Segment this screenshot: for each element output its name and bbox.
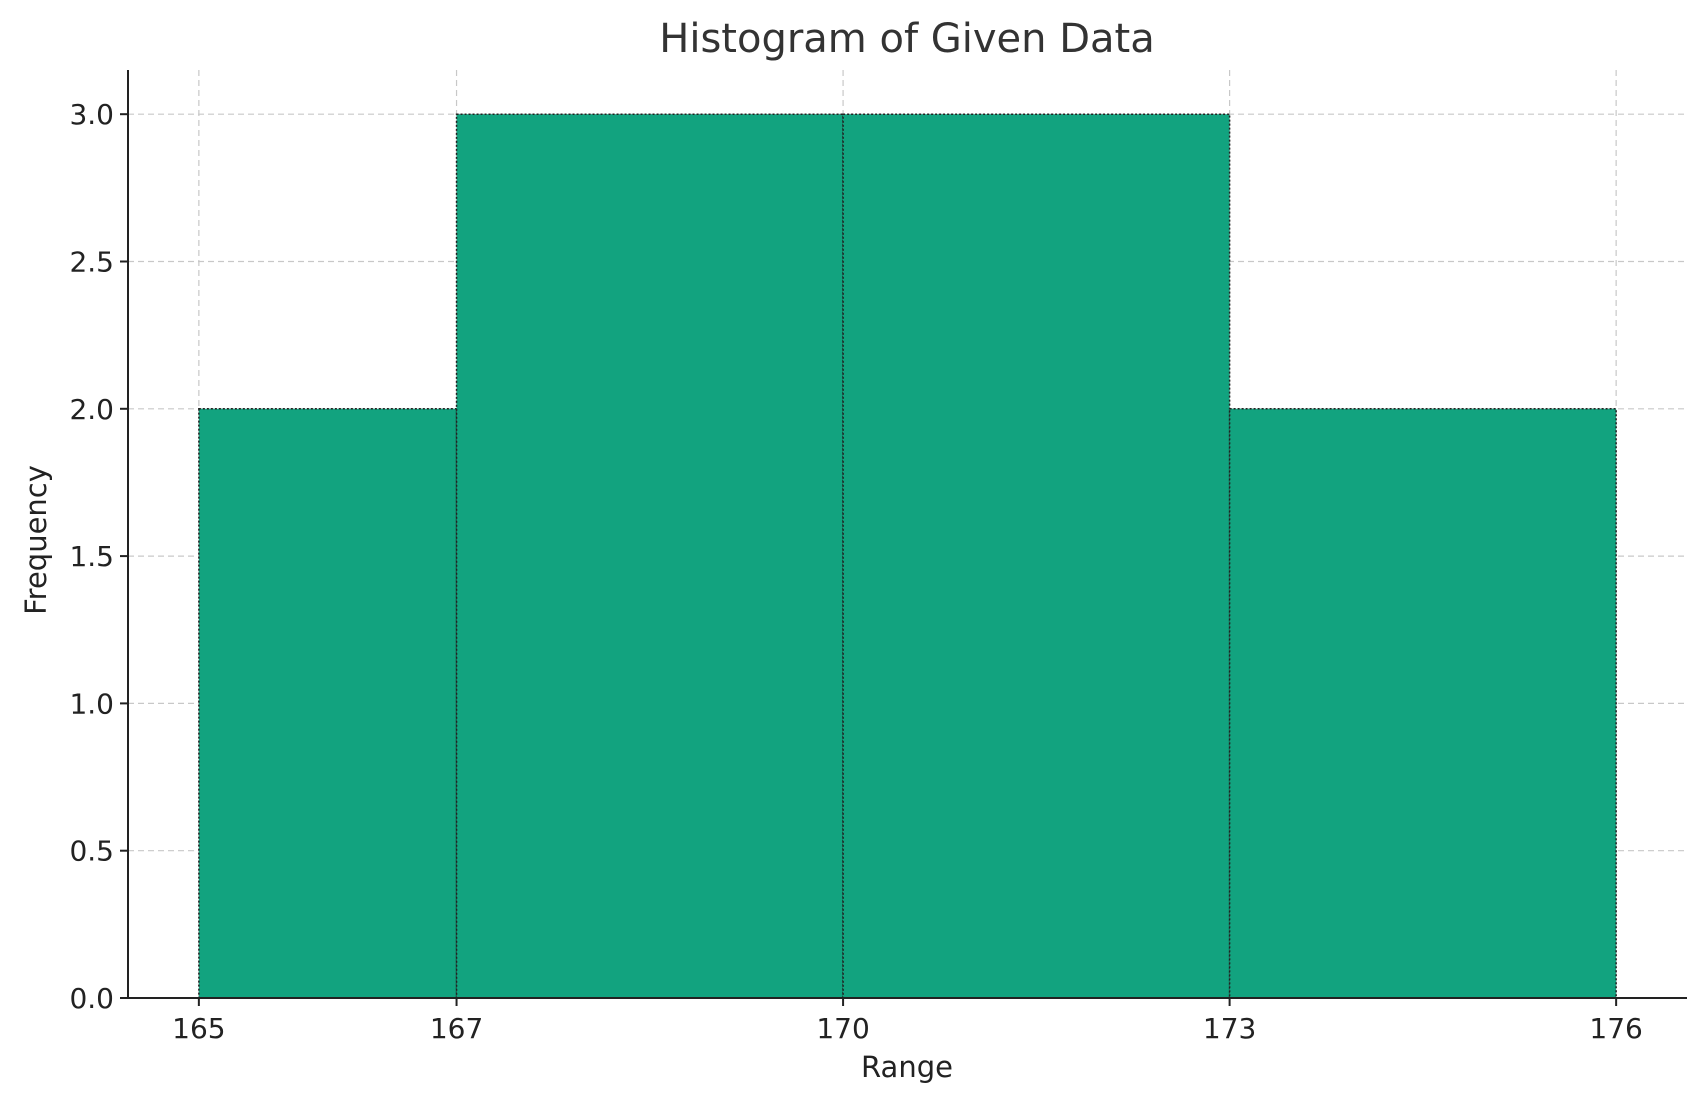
y-tick-label: 2.0 xyxy=(69,393,114,426)
y-tick-label: 3.0 xyxy=(69,98,114,131)
histogram-bar-3 xyxy=(842,113,1231,999)
x-tick-label: 167 xyxy=(430,1012,483,1045)
histogram-bar-1 xyxy=(198,408,458,999)
x-ticks: 165 167 170 173 176 xyxy=(172,998,1643,1045)
y-tick-label: 2.5 xyxy=(69,245,114,278)
chart-title: Histogram of Given Data xyxy=(659,16,1154,62)
axes xyxy=(127,70,1687,999)
y-tick-label: 1.5 xyxy=(69,540,114,573)
x-tick-label: 165 xyxy=(172,1012,225,1045)
y-tick-label: 0.0 xyxy=(69,982,114,1015)
y-tick-label: 0.5 xyxy=(69,835,114,868)
x-axis-label: Range xyxy=(861,1050,953,1084)
y-tick-label: 1.0 xyxy=(69,687,114,720)
x-tick-label: 173 xyxy=(1203,1012,1256,1045)
histogram-bar-2 xyxy=(455,113,844,999)
x-tick-label: 170 xyxy=(816,1012,869,1045)
y-axis-label: Frequency xyxy=(19,465,53,615)
x-tick-label: 176 xyxy=(1589,1012,1642,1045)
bars xyxy=(198,113,1617,999)
histogram-bar-4 xyxy=(1228,408,1617,999)
y-ticks: 0.0 0.5 1.0 1.5 2.0 2.5 3.0 xyxy=(69,98,128,1015)
